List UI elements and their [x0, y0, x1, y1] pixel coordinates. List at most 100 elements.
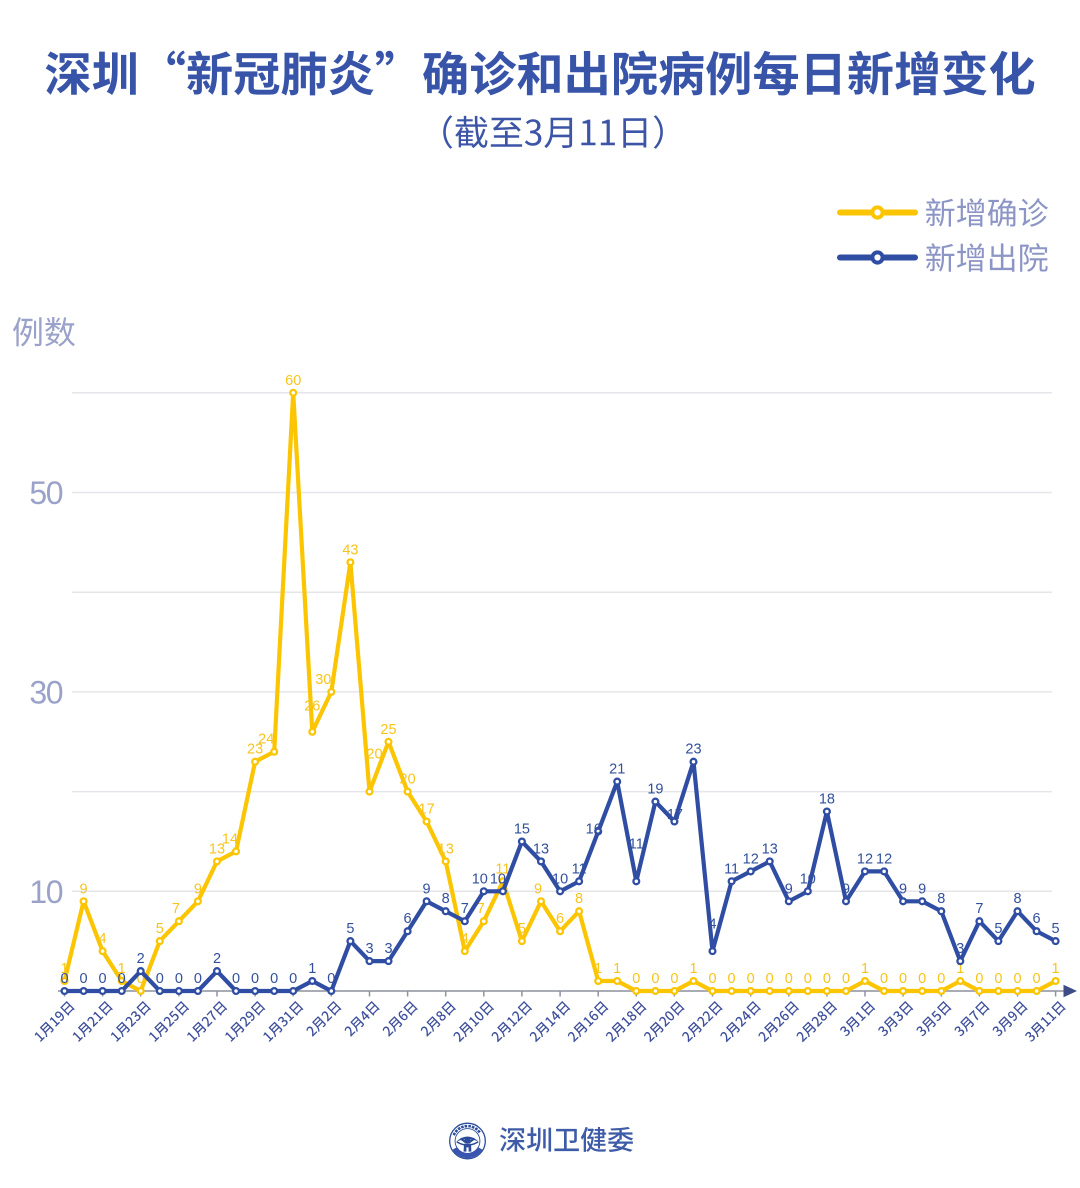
svg-text:7: 7	[172, 901, 180, 917]
svg-text:0: 0	[747, 971, 755, 987]
svg-text:23: 23	[247, 742, 263, 758]
svg-text:10: 10	[552, 871, 568, 887]
svg-text:0: 0	[842, 971, 850, 987]
svg-text:15: 15	[514, 822, 530, 838]
svg-text:0: 0	[994, 971, 1002, 987]
svg-text:8: 8	[442, 891, 450, 907]
svg-text:7: 7	[461, 901, 469, 917]
svg-text:10: 10	[472, 871, 488, 887]
svg-text:5: 5	[518, 921, 526, 937]
svg-text:13: 13	[438, 841, 454, 857]
svg-text:5: 5	[156, 921, 164, 937]
svg-text:12: 12	[743, 851, 759, 867]
svg-text:11: 11	[724, 861, 739, 877]
svg-text:13: 13	[762, 841, 778, 857]
svg-text:7: 7	[975, 901, 983, 917]
svg-text:0: 0	[823, 971, 831, 987]
svg-text:0: 0	[651, 971, 659, 987]
svg-text:20: 20	[366, 747, 382, 763]
svg-text:0: 0	[670, 971, 678, 987]
svg-text:13: 13	[209, 841, 225, 857]
svg-text:0: 0	[1013, 971, 1021, 987]
svg-text:23: 23	[685, 742, 701, 758]
svg-text:9: 9	[899, 881, 907, 897]
svg-text:0: 0	[1033, 971, 1041, 987]
svg-text:0: 0	[880, 971, 888, 987]
svg-text:4: 4	[708, 917, 716, 933]
svg-text:1: 1	[60, 961, 68, 977]
svg-text:25: 25	[380, 722, 396, 738]
svg-text:13: 13	[533, 841, 549, 857]
svg-text:1: 1	[118, 961, 126, 977]
svg-text:8: 8	[937, 891, 945, 907]
svg-text:10: 10	[800, 871, 816, 887]
svg-text:0: 0	[899, 971, 907, 987]
svg-text:60: 60	[285, 373, 301, 389]
svg-text:0: 0	[632, 971, 640, 987]
svg-text:17: 17	[419, 802, 435, 818]
svg-text:0: 0	[728, 971, 736, 987]
svg-text:9: 9	[423, 881, 431, 897]
svg-text:3: 3	[956, 941, 964, 957]
svg-text:19: 19	[647, 782, 663, 798]
svg-text:6: 6	[404, 911, 412, 927]
svg-text:6: 6	[556, 911, 564, 927]
svg-text:9: 9	[842, 881, 850, 897]
svg-text:21: 21	[609, 762, 625, 778]
svg-text:9: 9	[534, 881, 542, 897]
svg-text:1: 1	[861, 961, 869, 977]
svg-text:0: 0	[232, 971, 240, 987]
svg-text:0: 0	[327, 971, 335, 987]
svg-text:0: 0	[270, 971, 278, 987]
svg-text:0: 0	[175, 971, 183, 987]
svg-text:11: 11	[495, 861, 510, 877]
svg-text:0: 0	[785, 971, 793, 987]
svg-text:2: 2	[137, 951, 145, 967]
svg-text:4: 4	[461, 931, 469, 947]
svg-text:20: 20	[400, 772, 416, 788]
svg-text:43: 43	[342, 542, 358, 558]
svg-text:0: 0	[99, 971, 107, 987]
svg-text:0: 0	[289, 971, 297, 987]
svg-text:9: 9	[194, 881, 202, 897]
svg-text:11: 11	[629, 836, 644, 852]
svg-text:16: 16	[586, 822, 602, 838]
svg-text:50: 50	[29, 475, 62, 511]
svg-text:12: 12	[857, 851, 873, 867]
svg-text:5: 5	[994, 921, 1002, 937]
svg-text:0: 0	[156, 971, 164, 987]
svg-text:11: 11	[572, 861, 587, 877]
svg-text:10: 10	[490, 871, 506, 887]
svg-text:24: 24	[258, 732, 274, 748]
svg-text:12: 12	[876, 851, 892, 867]
svg-text:5: 5	[346, 921, 354, 937]
svg-text:1: 1	[594, 961, 602, 977]
svg-text:0: 0	[708, 971, 716, 987]
svg-text:0: 0	[975, 971, 983, 987]
svg-text:0: 0	[918, 971, 926, 987]
svg-text:7: 7	[477, 901, 485, 917]
svg-text:0: 0	[137, 971, 145, 987]
svg-text:10: 10	[29, 874, 62, 910]
svg-text:3: 3	[365, 941, 373, 957]
svg-text:0: 0	[251, 971, 259, 987]
svg-text:8: 8	[575, 891, 583, 907]
svg-text:17: 17	[667, 807, 683, 823]
svg-text:1: 1	[613, 961, 621, 977]
svg-text:0: 0	[766, 971, 774, 987]
svg-text:1: 1	[956, 961, 964, 977]
svg-text:30: 30	[29, 674, 62, 710]
svg-text:5: 5	[1052, 921, 1060, 937]
svg-text:0: 0	[118, 971, 126, 987]
svg-text:30: 30	[315, 672, 331, 688]
svg-text:0: 0	[194, 971, 202, 987]
svg-text:26: 26	[304, 698, 320, 714]
svg-text:0: 0	[937, 971, 945, 987]
svg-text:3: 3	[384, 941, 392, 957]
svg-text:1: 1	[308, 961, 316, 977]
svg-text:4: 4	[99, 931, 107, 947]
svg-text:1: 1	[1052, 961, 1060, 977]
svg-text:9: 9	[785, 881, 793, 897]
svg-text:9: 9	[918, 881, 926, 897]
svg-text:9: 9	[80, 881, 88, 897]
